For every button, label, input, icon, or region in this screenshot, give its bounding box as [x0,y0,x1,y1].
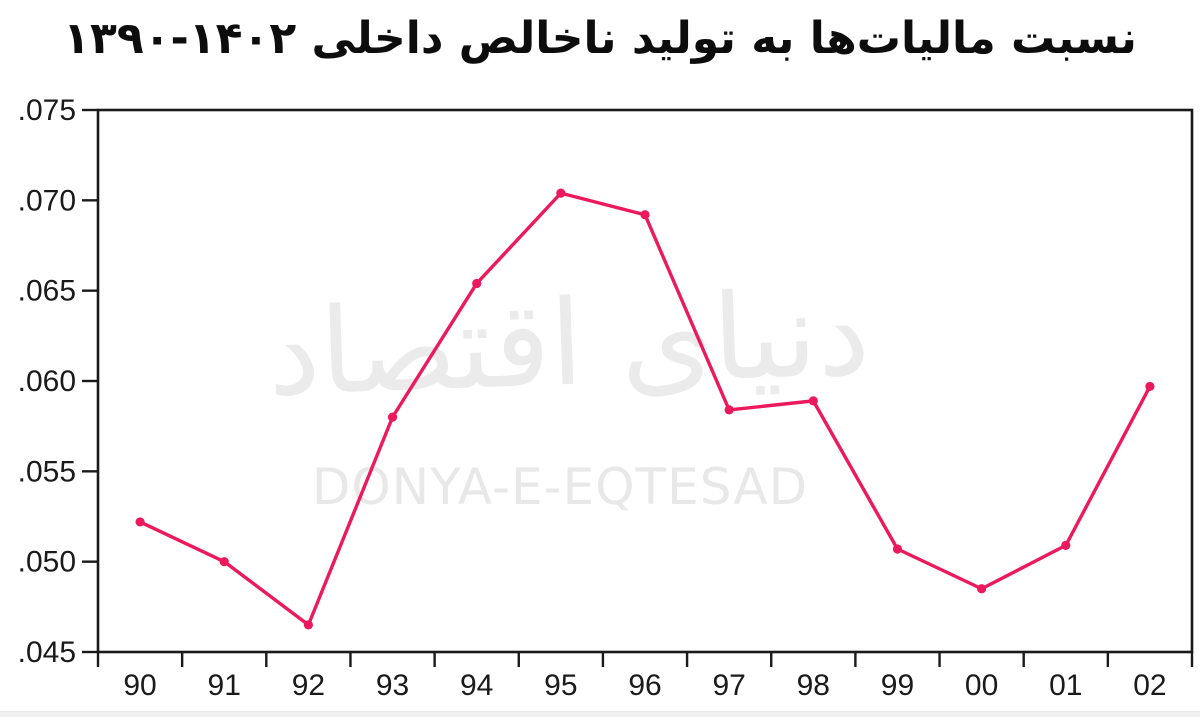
x-tick-label: 96 [628,669,661,702]
x-tick-label: 98 [797,669,830,702]
x-tick-label: 02 [1133,669,1166,702]
data-line [139,191,1152,627]
data-point [1145,381,1155,392]
x-tick-label: 97 [712,669,745,702]
x-tick-label: 99 [881,669,914,702]
watermark-latin-text: DONYA-E-EQTESAD [311,458,809,516]
bottom-strip [0,711,1200,717]
x-tick-label: 91 [208,669,241,702]
data-point [303,620,313,630]
data-point [724,405,734,415]
x-tick-label: 00 [965,669,998,702]
data-point [387,412,398,422]
data-point [1061,540,1071,551]
data-point [135,517,145,527]
y-tick-label: .065 [18,275,76,308]
data-point [977,584,987,594]
axis-frame [96,108,1194,654]
y-tick-label: .055 [18,455,76,488]
x-tick-label: 90 [123,669,156,702]
x-tick-label: 93 [376,669,409,702]
x-tick-label: 95 [544,669,577,702]
data-point [472,278,482,289]
chart-title: نسبت مالیات‌ها به تولید ناخالص داخلی ‪۱۳… [63,13,1138,64]
x-tick-label: 01 [1049,669,1082,702]
y-tick-label: .050 [18,546,76,579]
data-point [556,188,566,198]
data-point [808,396,818,406]
y-tick-label: .070 [18,184,76,217]
data-point [219,557,229,567]
x-tick-label: 94 [460,669,493,702]
y-tick-label: .060 [18,365,76,398]
y-tick-label: .045 [18,636,76,669]
y-tick-label: .075 [18,94,76,127]
data-point [892,544,903,554]
x-tick-label: 92 [292,669,325,702]
data-point [640,210,650,220]
